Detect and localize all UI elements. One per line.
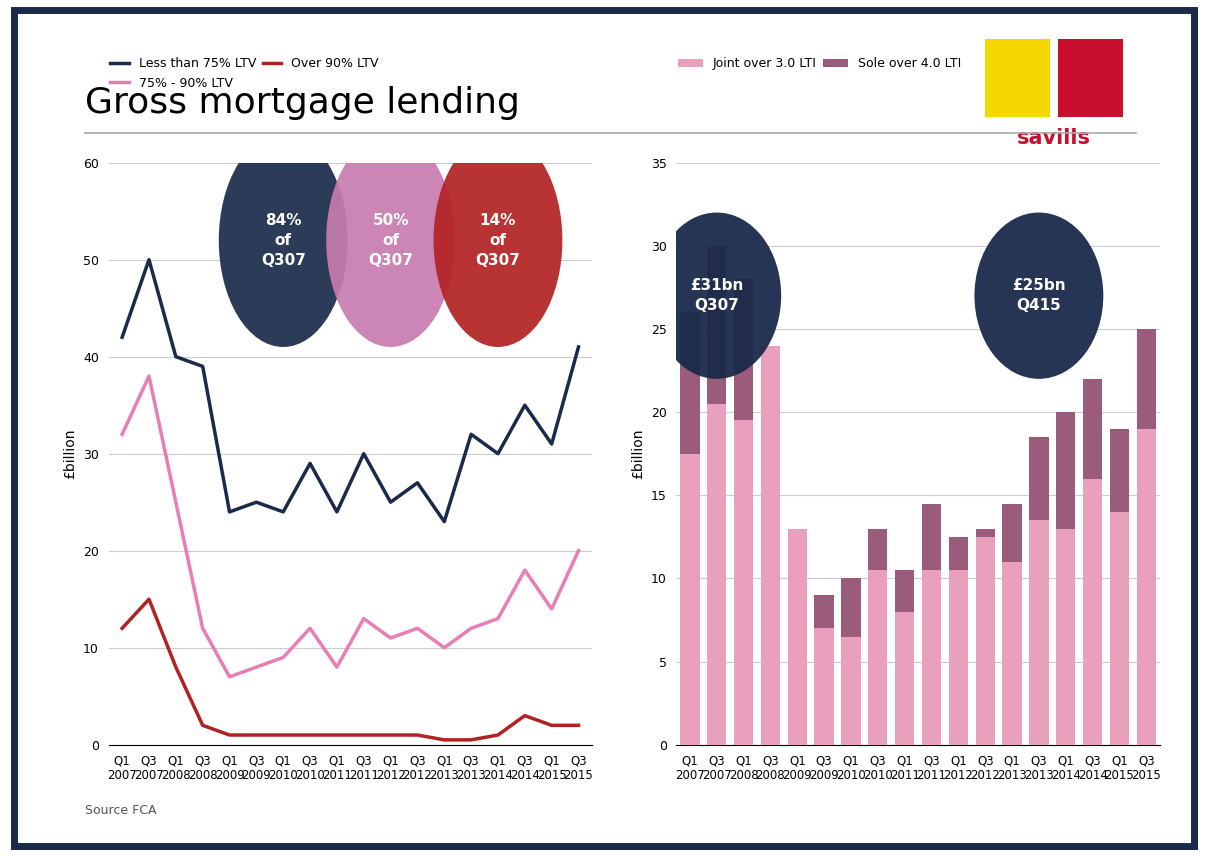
Bar (869, 570, 888, 745)
Text: £31bn
Q307: £31bn Q307 (690, 278, 743, 313)
Bar (1082, 379, 1102, 479)
Bar (1056, 528, 1075, 745)
Bar (1029, 437, 1049, 520)
Bar (1003, 503, 1022, 562)
Text: Source FCA: Source FCA (85, 805, 156, 817)
Bar (734, 420, 754, 745)
Bar (922, 503, 941, 570)
Bar (895, 570, 914, 612)
Bar (680, 454, 699, 745)
Text: 84%
of
Q307: 84% of Q307 (261, 213, 306, 268)
Bar (1110, 512, 1129, 745)
Bar (1137, 429, 1156, 745)
Ellipse shape (975, 212, 1103, 379)
Ellipse shape (326, 134, 455, 347)
Bar (814, 595, 834, 628)
Bar (1056, 412, 1075, 528)
Ellipse shape (434, 134, 563, 347)
FancyBboxPatch shape (1058, 39, 1123, 117)
Bar (680, 312, 699, 454)
Bar (1082, 479, 1102, 745)
Bar (895, 612, 914, 745)
FancyBboxPatch shape (985, 39, 1050, 117)
Legend: Joint over 3.0 LTI, Sole over 4.0 LTI: Joint over 3.0 LTI, Sole over 4.0 LTI (673, 52, 966, 75)
Bar (761, 346, 780, 745)
Text: Gross mortgage lending: Gross mortgage lending (85, 86, 519, 120)
Bar (1137, 329, 1156, 429)
Bar (734, 279, 754, 420)
Bar (976, 528, 995, 537)
Y-axis label: £billion: £billion (632, 429, 645, 479)
Y-axis label: £billion: £billion (64, 429, 77, 479)
Bar (814, 628, 834, 745)
Bar (1003, 562, 1022, 745)
Ellipse shape (219, 134, 348, 347)
Bar (922, 570, 941, 745)
Legend: Less than 75% LTV, 75% - 90% LTV, Over 90% LTV: Less than 75% LTV, 75% - 90% LTV, Over 9… (105, 52, 384, 95)
Bar (841, 579, 860, 637)
Bar (1029, 520, 1049, 745)
Bar (841, 637, 860, 745)
Bar (707, 246, 726, 404)
Text: savills: savills (1017, 128, 1091, 148)
Bar (948, 570, 968, 745)
Bar (948, 537, 968, 570)
Bar (976, 537, 995, 745)
Text: 14%
of
Q307: 14% of Q307 (476, 213, 521, 268)
Bar (1110, 429, 1129, 512)
Text: 50%
of
Q307: 50% of Q307 (368, 213, 413, 268)
Bar (869, 528, 888, 570)
Bar (788, 528, 807, 745)
Bar (707, 404, 726, 745)
Ellipse shape (652, 212, 782, 379)
Text: £25bn
Q415: £25bn Q415 (1012, 278, 1065, 313)
